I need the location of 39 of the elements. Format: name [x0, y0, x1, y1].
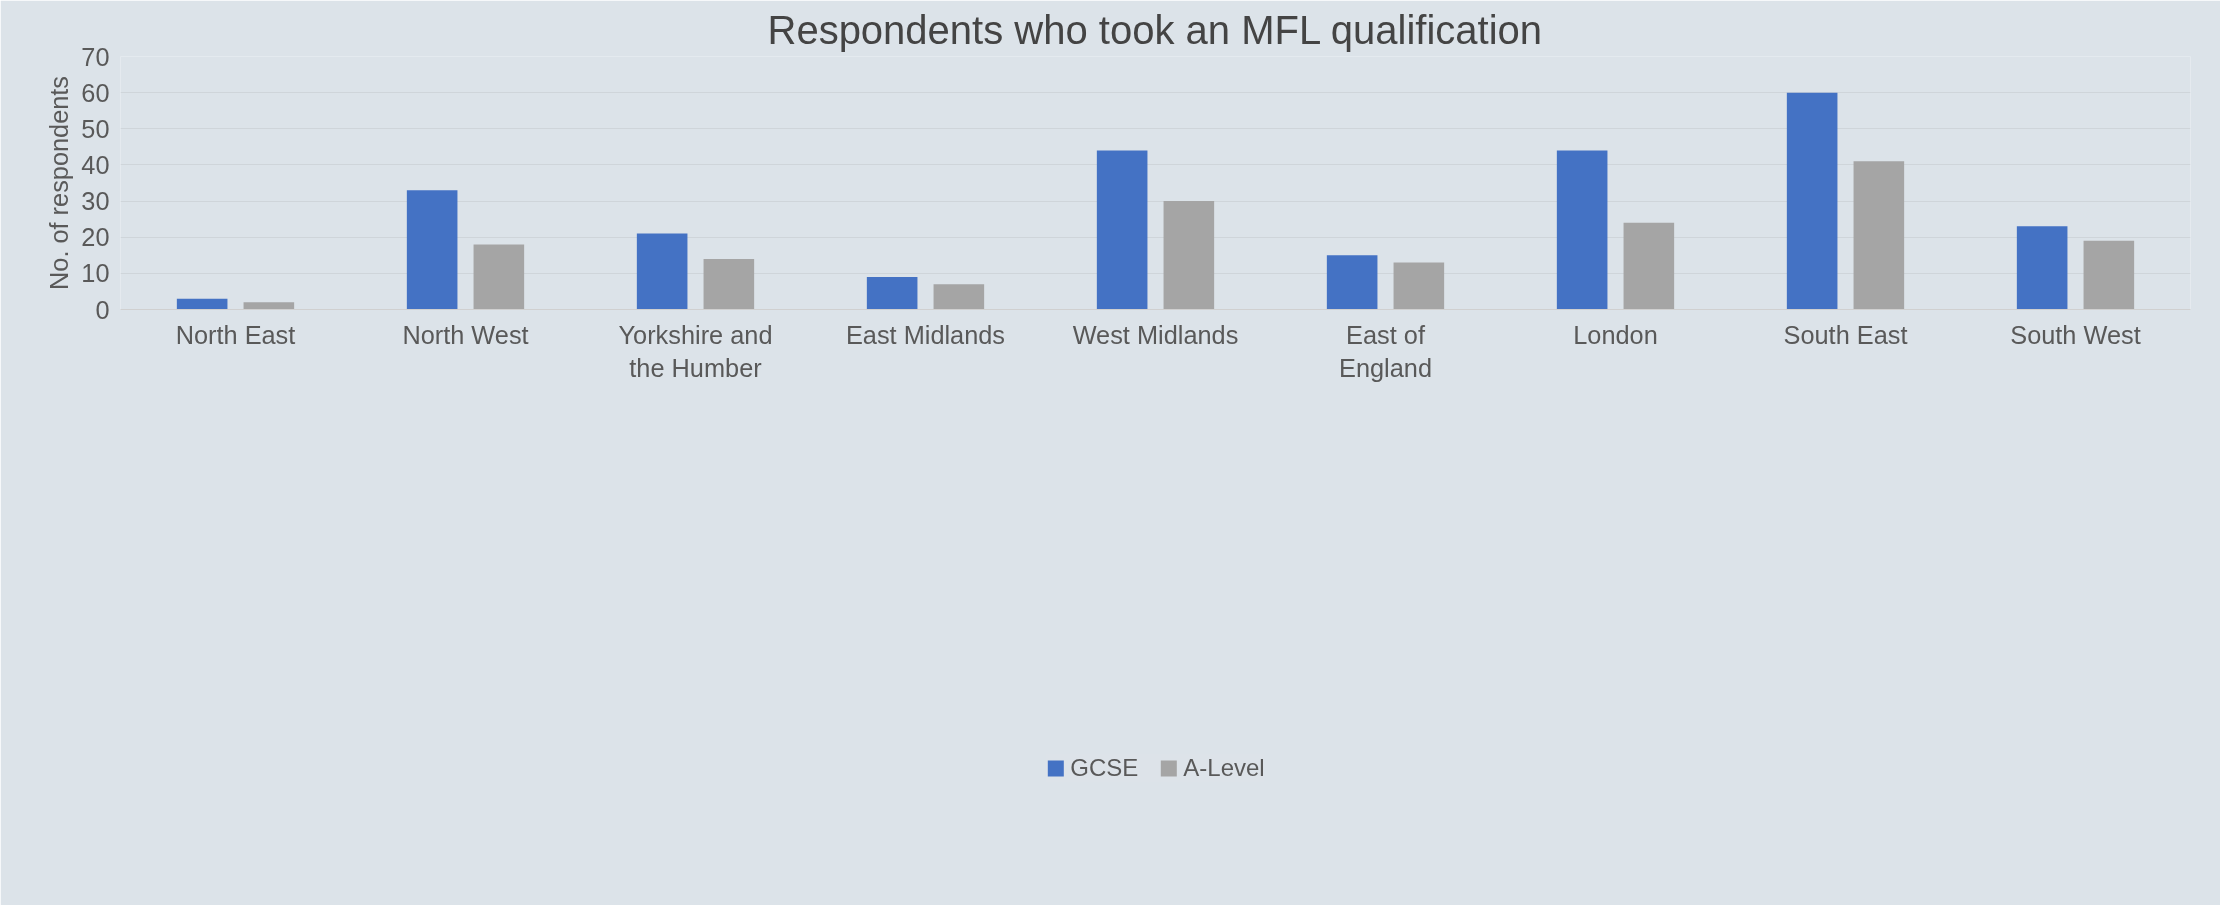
- bar: [1326, 255, 1378, 310]
- bar: [703, 258, 755, 310]
- bar: [406, 190, 458, 310]
- x-tick-label: West Midlands: [1072, 320, 1239, 349]
- legend-label: GCSE: [1070, 754, 1139, 782]
- bar: [933, 284, 985, 310]
- x-tick-label: London: [1573, 320, 1658, 349]
- bar: [1786, 92, 1838, 310]
- x-tick-label: North West: [402, 320, 529, 349]
- chart-title: Respondents who took an MFL qualification: [767, 7, 1543, 52]
- bar: [636, 233, 688, 310]
- bar: [1623, 222, 1675, 310]
- y-tick-label: 0: [95, 295, 110, 324]
- bar: [1393, 262, 1445, 310]
- bar: [1853, 161, 1905, 310]
- y-axis-title: No. of respondents: [45, 75, 74, 291]
- bar: [176, 298, 228, 310]
- y-tick-label: 30: [81, 187, 110, 216]
- bar: [243, 302, 295, 310]
- bar: [866, 276, 918, 310]
- bar: [2083, 240, 2135, 310]
- legend-label: A-Level: [1183, 754, 1265, 782]
- x-tick-label: Yorkshire and the Humber: [618, 320, 773, 383]
- x-tick-label: East Midlands: [845, 320, 1006, 349]
- x-tick-label: East of England: [1339, 320, 1432, 383]
- bar: [1163, 201, 1215, 310]
- y-tick-label: 40: [81, 150, 110, 179]
- bar: [2016, 226, 2068, 310]
- y-tick-label: 50: [81, 114, 110, 143]
- y-tick-label: 10: [81, 259, 110, 288]
- bar: [1556, 150, 1608, 310]
- x-tick-label: South East: [1783, 320, 1908, 349]
- x-tick-label: North East: [175, 320, 296, 349]
- bar: [1096, 150, 1148, 310]
- x-tick-label: South West: [2010, 320, 2141, 349]
- y-tick-label: 20: [81, 223, 110, 252]
- y-tick-label: 70: [81, 42, 110, 71]
- bar: [473, 244, 525, 310]
- y-tick-label: 60: [81, 78, 110, 107]
